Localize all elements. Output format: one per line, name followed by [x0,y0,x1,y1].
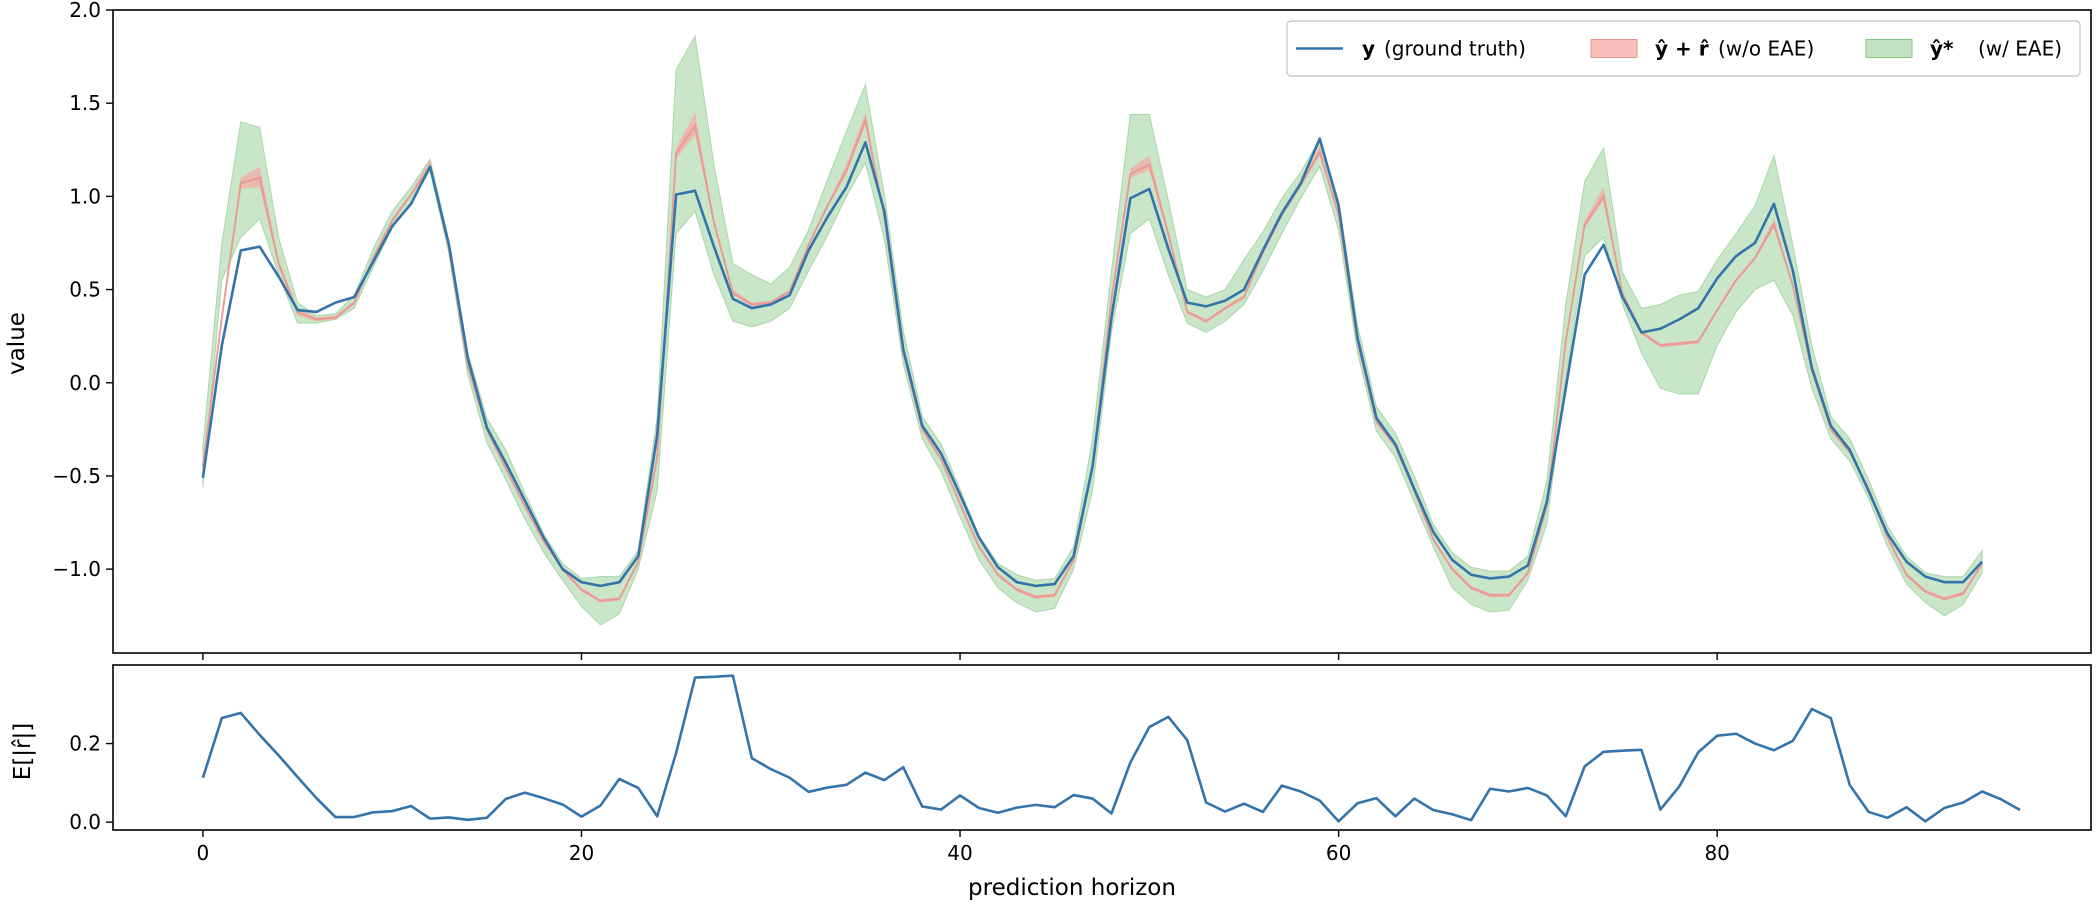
top-y-tick-label: 1.0 [69,184,101,208]
bottom-x-tick-label: 0 [197,841,210,865]
legend: y (ground truth) ŷ + r̂ (w/o EAE) ŷ* (w/… [1286,20,2081,77]
top-y-tick-label: −1.0 [52,557,101,581]
bottom-y-axis-label: E[|r̂|] [10,723,36,780]
bottom-axes-frame [112,664,2092,831]
top-y-tick-label: 1.5 [69,91,101,115]
ground-truth-line [201,137,1984,588]
bottom-x-tick-label: 40 [947,841,972,865]
legend-w-eae-symbol: ŷ* [1930,37,1954,61]
bottom-x-ticks: 0 20 40 60 80 [197,830,1730,865]
bottom-y-ticks: 0.0 0.2 [69,732,113,834]
top-y-tick-label: 2.0 [69,0,101,22]
top-y-ticks: 2.0 1.5 1.0 0.5 0.0 −0.5 −1.0 [52,0,113,581]
legend-wo-eae-label: (w/o EAE) [1718,37,1814,61]
legend-wo-eae-symbol: ŷ + r̂ [1655,37,1709,61]
legend-ground-truth-label: (ground truth) [1384,37,1526,61]
legend-wo-eae-swatch [1590,39,1638,58]
top-y-tick-label: 0.5 [69,278,101,302]
bottom-y-tick-label: 0.2 [69,732,101,756]
top-y-tick-label: 0.0 [69,371,101,395]
legend-w-eae-label: (w/ EAE) [1978,37,2062,61]
top-y-tick-label: −0.5 [52,464,101,488]
legend-ground-truth-symbol: y [1362,37,1375,61]
top-x-ticks [202,653,1718,660]
wo-eae-band [202,112,1983,603]
legend-w-eae-swatch [1865,39,1913,58]
top-y-axis-label: value [4,312,30,375]
bottom-panel: 0.0 0.2 0 20 40 60 80 E[|r̂|] prediction hori… [10,664,2092,901]
residual-line [201,674,2021,823]
x-axis-label: prediction horizon [968,875,1176,901]
bottom-x-tick-label: 20 [569,841,594,865]
bottom-x-tick-label: 60 [1326,841,1351,865]
top-panel: 2.0 1.5 1.0 0.5 0.0 −0.5 −1.0 value y (ground … [4,0,2092,660]
bottom-y-tick-label: 0.0 [69,810,101,834]
top-axes-frame [112,9,2092,654]
bottom-x-tick-label: 80 [1704,841,1729,865]
legend-box [1286,20,2081,77]
w-eae-band [202,34,1983,626]
